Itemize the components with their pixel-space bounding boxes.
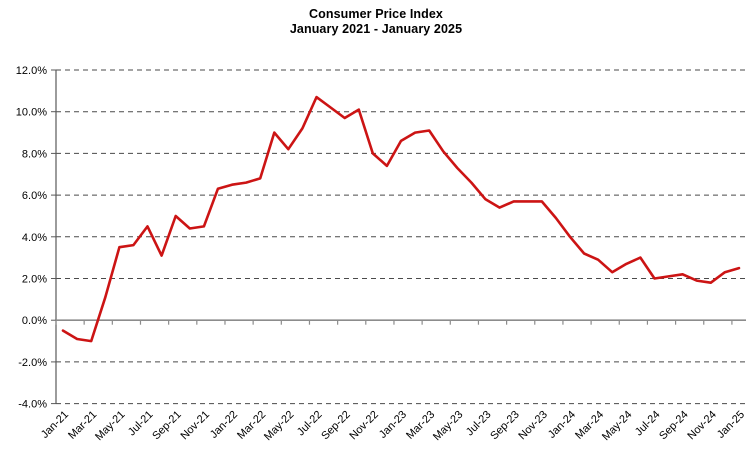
x-tick-label: Jan-25: [715, 409, 747, 441]
y-tick-label: 8.0%: [22, 148, 47, 160]
chart-title: Consumer Price Index: [309, 7, 443, 21]
x-tick-label: Nov-22: [347, 409, 381, 443]
x-tick-label: Sep-22: [319, 409, 353, 443]
x-tick-label: May-23: [431, 409, 465, 443]
x-tick-label: Sep-21: [150, 409, 184, 443]
x-tick-label: Jan-23: [377, 409, 409, 441]
x-tick-label: May-22: [262, 409, 296, 443]
chart-subtitle: January 2021 - January 2025: [289, 22, 463, 36]
y-tick-label: 0.0%: [22, 315, 47, 327]
x-tick-label: Jan-22: [208, 409, 240, 441]
y-tick-label: 10.0%: [16, 107, 47, 119]
y-tick-label: 12.0%: [16, 65, 47, 77]
x-tick-label: May-21: [93, 409, 127, 443]
x-tick-label: Nov-24: [685, 409, 719, 443]
x-tick-label: Sep-24: [657, 409, 691, 443]
x-tick-label: May-24: [600, 409, 634, 443]
x-tick-label: Nov-23: [516, 409, 550, 443]
y-tick-label: 4.0%: [22, 232, 47, 244]
y-tick-label: 2.0%: [22, 274, 47, 286]
cpi-series-line: [61, 95, 741, 343]
x-tick-label: Sep-23: [488, 409, 522, 443]
y-tick-label: -4.0%: [18, 399, 47, 411]
y-tick-label: 6.0%: [22, 190, 47, 202]
x-tick-label: Jan-24: [546, 409, 578, 441]
x-tick-label: Nov-21: [178, 409, 212, 443]
y-tick-label: -2.0%: [18, 357, 47, 369]
chart-title-block: Consumer Price Index January 2021 - Janu…: [0, 7, 752, 37]
x-tick-label: Jan-21: [39, 409, 71, 441]
